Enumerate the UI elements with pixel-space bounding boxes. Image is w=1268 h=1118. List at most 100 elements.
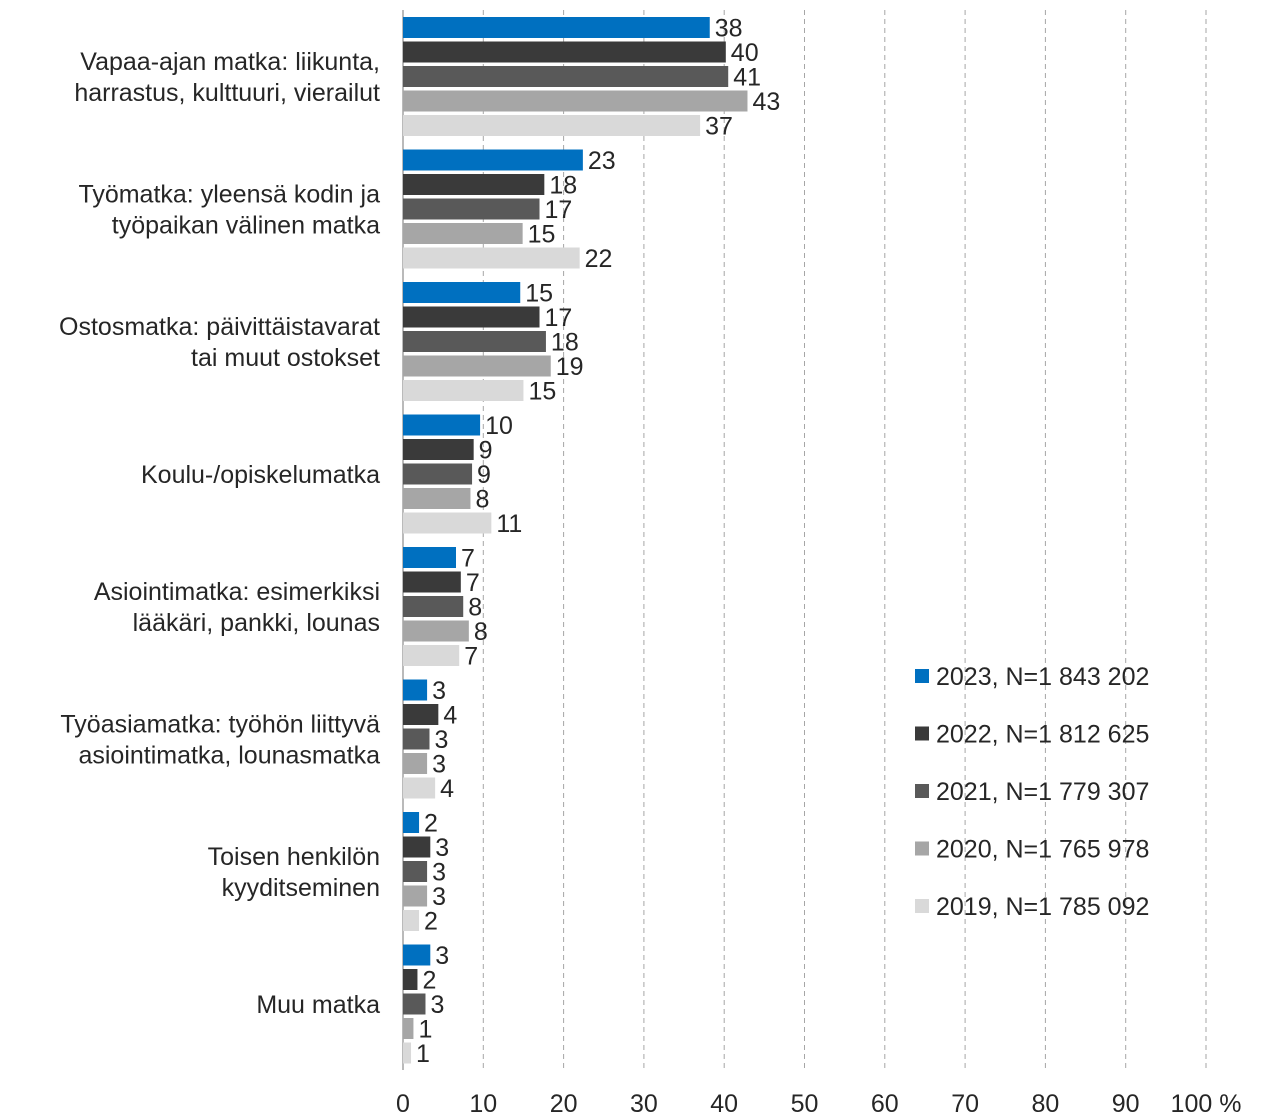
category-label: asiointimatka, lounasmatka <box>78 742 380 770</box>
bar <box>403 247 580 269</box>
category-label: Vapaa-ajan matka: liikunta, <box>80 48 380 76</box>
x-axis-ticks: 0 10 20 30 40 50 60 70 80 90 100 % <box>396 1090 1241 1118</box>
bar <box>403 17 710 38</box>
data-label: 18 <box>551 329 579 357</box>
bar <box>403 836 431 858</box>
data-label: 19 <box>556 353 584 381</box>
category-label: harrastus, kulttuuri, vierailut <box>74 79 380 107</box>
bars <box>403 17 748 1064</box>
data-label: 15 <box>528 378 556 406</box>
category-label: kyyditseminen <box>222 874 380 902</box>
data-label: 7 <box>466 569 480 597</box>
x-tick-label: 70 <box>951 1090 979 1118</box>
x-tick-label: 0 <box>396 1090 410 1118</box>
bar <box>403 223 523 244</box>
bar <box>403 753 428 774</box>
x-tick-label: 100 % <box>1171 1090 1242 1118</box>
x-tick-label: 90 <box>1112 1090 1140 1118</box>
bar <box>403 620 469 642</box>
bar <box>403 439 474 460</box>
category-label: työpaikan välinen matka <box>112 212 380 240</box>
x-tick-label: 80 <box>1031 1090 1059 1118</box>
data-label: 8 <box>468 594 482 622</box>
category-label: Asiointimatka: esimerkiksi <box>94 578 380 606</box>
data-label: 11 <box>496 510 522 538</box>
data-label: 2 <box>422 967 436 995</box>
category-label: Muu matka <box>256 991 380 1019</box>
bar <box>403 704 439 725</box>
data-label: 4 <box>440 775 454 803</box>
bar <box>403 571 461 593</box>
data-label: 15 <box>528 221 556 249</box>
x-tick-label: 20 <box>550 1090 578 1118</box>
data-label: 3 <box>434 726 448 754</box>
data-label: 38 <box>715 15 743 43</box>
bar <box>403 547 456 568</box>
bar <box>403 355 551 377</box>
data-label: 40 <box>731 39 759 67</box>
bar <box>403 777 436 799</box>
data-label: 1 <box>416 1040 430 1068</box>
bar <box>403 885 428 907</box>
value-labels: 3823151073234018179743241171898333431519… <box>416 15 780 1069</box>
legend-entry: 2023, N=1 843 202 <box>936 663 1149 691</box>
legend-swatch <box>915 726 929 741</box>
bar <box>403 993 426 1015</box>
bar <box>403 910 420 931</box>
data-label: 8 <box>475 486 489 514</box>
bar <box>403 969 418 990</box>
x-tick-label: 10 <box>469 1090 497 1118</box>
data-label: 3 <box>435 834 449 862</box>
bar <box>403 944 431 966</box>
legend-swatch <box>915 669 929 683</box>
data-label: 18 <box>549 172 577 200</box>
bar <box>403 380 524 401</box>
bar <box>403 115 701 136</box>
data-label: 37 <box>705 113 733 141</box>
x-tick-label: 40 <box>710 1090 738 1118</box>
bar <box>403 66 729 87</box>
bar <box>403 306 540 328</box>
data-label: 41 <box>733 64 761 92</box>
legend-swatch <box>915 899 929 913</box>
data-label: 3 <box>435 942 449 970</box>
data-label: 10 <box>485 412 513 440</box>
bar <box>403 488 471 509</box>
legend-entry: 2020, N=1 765 978 <box>936 836 1149 864</box>
bar <box>403 512 492 534</box>
data-label: 3 <box>430 991 444 1019</box>
bar <box>403 90 748 112</box>
bar <box>403 414 481 436</box>
bar <box>403 679 428 701</box>
data-label: 1 <box>418 1016 432 1044</box>
bar <box>403 728 430 750</box>
category-label: Ostosmatka: päivittäistavarat <box>59 313 380 341</box>
bar <box>403 1042 412 1064</box>
category-labels: Vapaa-ajan matka: liikunta, harrastus, ku… <box>59 48 380 1019</box>
data-label: 23 <box>588 147 616 175</box>
x-tick-label: 50 <box>791 1090 819 1118</box>
data-label: 17 <box>545 196 573 224</box>
data-label: 4 <box>443 702 457 730</box>
data-label: 9 <box>477 461 491 489</box>
bar <box>403 282 521 303</box>
legend-swatch <box>915 841 929 856</box>
category-label: Työasiamatka: työhön liittyvä <box>60 711 380 739</box>
legend-swatch <box>915 784 929 798</box>
category-label: Koulu-/opiskelumatka <box>141 461 380 489</box>
bar <box>403 174 545 195</box>
data-label: 2 <box>424 810 438 838</box>
bar <box>403 861 428 882</box>
data-label: 8 <box>474 618 488 646</box>
bar <box>403 596 464 617</box>
data-label: 43 <box>752 88 780 116</box>
data-label: 3 <box>432 883 446 911</box>
x-tick-label: 30 <box>630 1090 658 1118</box>
bar <box>403 812 420 833</box>
data-label: 3 <box>432 677 446 705</box>
category-label: tai muut ostokset <box>191 344 380 372</box>
data-label: 7 <box>461 545 475 573</box>
bar <box>403 1018 414 1039</box>
bar <box>403 149 583 171</box>
data-label: 7 <box>464 643 478 671</box>
